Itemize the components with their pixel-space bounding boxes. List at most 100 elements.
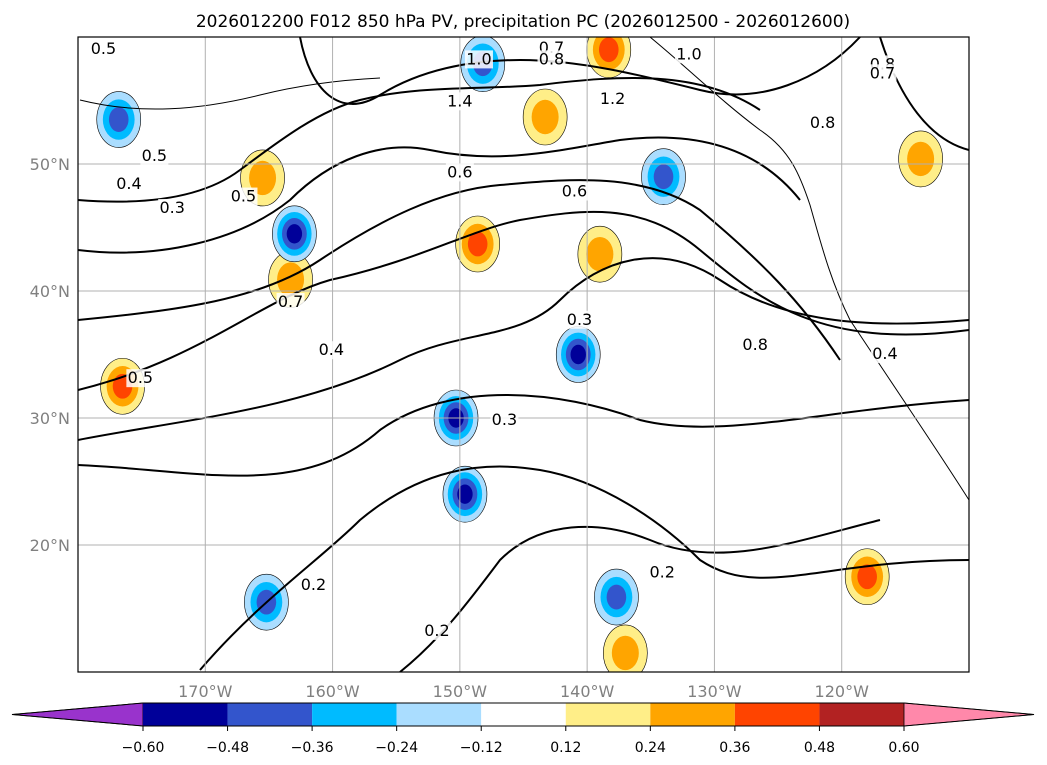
pv-contour-line xyxy=(78,394,969,477)
colorbar-segment xyxy=(396,703,482,726)
map-area: 0.5 0.70.81.0 1.00.80.71.4 1.20.80.50.40.30… xyxy=(77,36,970,673)
y-tick-labels: 20°N 30°N 40°N 50°N xyxy=(30,155,70,555)
pv-contour-label-bg xyxy=(868,64,897,83)
colorbar-segment xyxy=(565,703,651,726)
pv-contour-line xyxy=(299,37,861,105)
precip-fill-level xyxy=(277,262,305,297)
colorbar-segment xyxy=(481,703,566,726)
precip-region-11 xyxy=(555,326,601,383)
colorbar-tick-label: 0.60 xyxy=(888,740,919,756)
precip-fill-level xyxy=(286,224,303,244)
colorbar-tick-label: 0.48 xyxy=(804,740,835,756)
precip-region-3 xyxy=(844,548,890,606)
precip-fill-level xyxy=(598,37,619,63)
precip-fill-level xyxy=(457,484,473,504)
pv-contour-label: 1.2 xyxy=(600,89,625,108)
pv-contour-label: 0.4 xyxy=(872,344,897,363)
precip-region-18 xyxy=(594,568,639,626)
pv-contour-label-bg xyxy=(140,146,169,165)
pv-contour-label-bg xyxy=(741,336,770,355)
y-tick-label: 20°N xyxy=(30,536,70,555)
pv-contour-label-bg xyxy=(648,563,677,582)
map-frame xyxy=(77,36,970,673)
colorbar-tick-label: −0.36 xyxy=(291,740,334,756)
pv-contour-label: 0.2 xyxy=(650,562,675,581)
colorbar xyxy=(11,702,1035,727)
pv-contour-label-bg xyxy=(126,369,155,388)
pv-contour-label: 0.3 xyxy=(492,410,517,429)
x-tick-labels: 170°W 160°W 150°W 140°W 130°W 120°W xyxy=(178,682,869,701)
map-background xyxy=(78,37,969,672)
colorbar-segment xyxy=(734,703,820,726)
colorbar-extend-low xyxy=(11,702,144,727)
pv-contour-label: 0.5 xyxy=(91,39,116,58)
x-tick-label: 140°W xyxy=(560,682,615,701)
colorbar-tick-label: −0.24 xyxy=(375,740,418,756)
pv-contour-labels: 0.5 0.70.81.0 1.00.80.71.4 1.20.80.50.40.30… xyxy=(89,38,899,640)
pv-contour-label: 1.4 xyxy=(447,91,472,110)
colorbar-tick-label: 0.36 xyxy=(719,740,750,756)
colorbar-segment xyxy=(650,703,735,726)
precip-fill-level xyxy=(249,160,277,196)
precip-fill-level xyxy=(907,141,935,177)
pv-contour-label-bg xyxy=(808,113,837,132)
colorbar-tick-labels: −0.60 −0.48 −0.36 −0.24 −0.12 0.12 0.24 0.36 0.4… xyxy=(122,726,920,756)
pv-contour-label-bg xyxy=(229,187,258,206)
pv-contour-label: 0.6 xyxy=(447,162,472,181)
pv-contour-label: 0.3 xyxy=(159,198,184,217)
x-tick-label: 120°W xyxy=(815,682,870,701)
colorbar-segment xyxy=(227,703,313,726)
pv-contour-label-bg xyxy=(89,40,118,59)
colorbar-tick-label: −0.48 xyxy=(206,740,249,756)
pv-contour-line xyxy=(78,179,841,361)
pv-contour-line xyxy=(78,136,801,254)
pv-contour-label-bg xyxy=(299,576,328,595)
precip-region-7 xyxy=(522,88,568,146)
pv-contour-label-bg xyxy=(445,163,474,182)
pv-contour-line xyxy=(399,519,881,672)
colorbar-tick-label: −0.60 xyxy=(122,740,165,756)
pv-contour-label-bg xyxy=(537,50,566,69)
coastline-aleutians xyxy=(79,77,381,110)
precip-fill-level xyxy=(586,236,614,272)
y-tick-label: 30°N xyxy=(30,409,70,428)
colorbar-segment xyxy=(143,703,228,726)
precip-fill-level xyxy=(570,344,586,365)
pv-contour-label-bg xyxy=(870,345,899,364)
colorbar-segment xyxy=(312,703,397,726)
pv-contour-label: 0.7 xyxy=(870,63,895,82)
pv-contour-line xyxy=(199,465,969,671)
precip-fill-level xyxy=(653,164,674,190)
pv-contour-label-bg xyxy=(560,182,589,201)
pv-contour-label-bg xyxy=(158,198,187,217)
pv-contour-label-bg xyxy=(490,411,519,430)
precip-region-9 xyxy=(603,624,648,672)
precip-fill-level xyxy=(108,107,129,132)
colorbar-tick-label: 0.24 xyxy=(635,740,666,756)
precip-fill-level xyxy=(606,584,627,610)
pv-contour-label: 0.6 xyxy=(562,181,587,200)
colorbar-extend-high xyxy=(903,702,1035,727)
pv-contour-label-bg xyxy=(445,92,474,111)
colorbar-segment xyxy=(819,703,904,726)
pv-contour-label: 0.8 xyxy=(810,113,835,132)
precip-region-12 xyxy=(96,91,142,148)
pv-contour-label: 1.0 xyxy=(676,44,701,63)
precip-region-16 xyxy=(641,148,686,205)
pv-contour-label-bg xyxy=(464,50,493,69)
pv-contour-label-bg xyxy=(422,621,451,640)
pv-contour-label: 0.5 xyxy=(128,368,153,387)
precip-region-1 xyxy=(455,215,500,273)
pv-contour-label: 0.4 xyxy=(319,340,344,359)
x-tick-label: 150°W xyxy=(433,682,488,701)
colorbar-tick-label: 0.12 xyxy=(550,740,581,756)
coastlines xyxy=(79,37,969,501)
colorbar-tick-label: −0.12 xyxy=(460,740,503,756)
precip-fill-level xyxy=(467,231,488,257)
x-tick-label: 160°W xyxy=(305,682,360,701)
pv-contour-label: 1.0 xyxy=(466,49,491,68)
chart-title: 2026012200 F012 850 hPa PV, precipitatio… xyxy=(196,12,850,32)
precip-fill-level xyxy=(611,635,639,671)
pv-contour-label-bg xyxy=(317,341,346,360)
